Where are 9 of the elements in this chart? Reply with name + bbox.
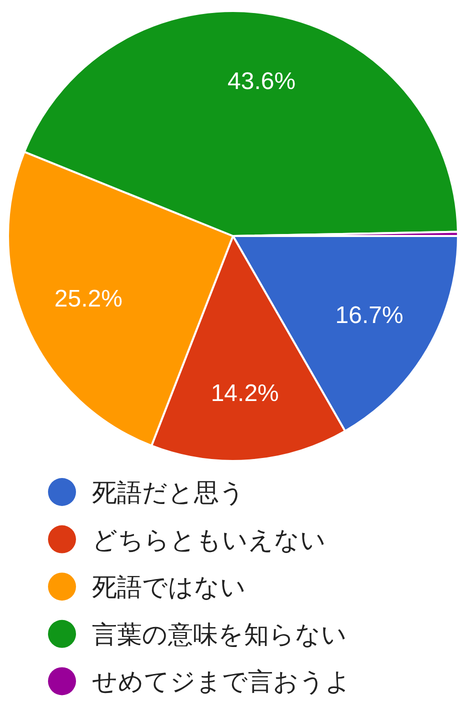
legend-label: どちらともいえない	[92, 525, 326, 554]
data-label: 16.7%	[335, 302, 404, 329]
legend-label: 言葉の意味を知らない	[92, 620, 347, 649]
legend-label: 死語ではない	[92, 572, 246, 602]
data-label: 14.2%	[210, 380, 279, 408]
legend-label: せめてジまで言おうよ	[92, 667, 351, 696]
data-label: 25.2%	[54, 286, 122, 313]
legend-label: 死語だと思う	[92, 478, 245, 507]
data-label: 43.6%	[228, 68, 296, 96]
